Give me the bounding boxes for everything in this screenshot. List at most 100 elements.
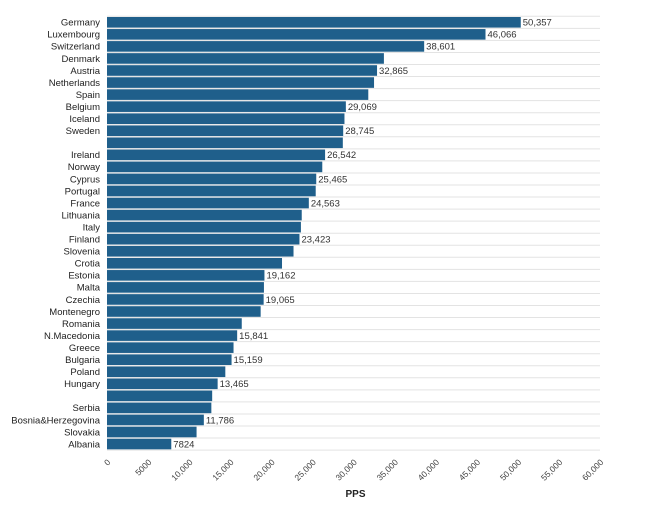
category-label: Romania <box>62 319 101 330</box>
bar <box>107 318 242 329</box>
bar <box>107 221 301 233</box>
x-tick-label: 20,000 <box>251 457 277 483</box>
x-tick-label: 55,000 <box>539 457 565 483</box>
data-label: 50,357 <box>523 18 552 29</box>
category-label: N.Macedonia <box>44 331 101 342</box>
x-tick-label: 25,000 <box>292 457 318 483</box>
bar <box>107 113 345 124</box>
bar <box>107 270 265 281</box>
data-label: 15,841 <box>239 331 268 342</box>
category-label: Finland <box>69 235 100 246</box>
data-label: 29,069 <box>348 102 377 113</box>
category-label: France <box>70 198 100 209</box>
bar <box>107 101 346 112</box>
data-label: 28,745 <box>345 126 374 137</box>
category-label: Spain <box>76 90 100 101</box>
category-label: Slovakia <box>64 427 101 438</box>
bar <box>107 77 375 88</box>
category-label: Ireland <box>71 150 100 161</box>
x-tick-label: 45,000 <box>457 457 483 483</box>
bar <box>107 137 343 149</box>
data-label: 25,465 <box>318 174 347 185</box>
data-label: 23,423 <box>301 235 330 246</box>
bar <box>107 378 218 390</box>
bar <box>107 125 344 137</box>
category-label: Czechia <box>66 295 101 306</box>
x-tick-label: 40,000 <box>416 457 442 483</box>
bar-series <box>107 17 521 450</box>
category-label: Estonia <box>68 271 100 282</box>
category-label: Sweden <box>66 126 100 137</box>
bar <box>107 173 317 185</box>
x-tick-label: 0 <box>102 457 113 468</box>
bar <box>107 282 264 293</box>
x-tick-label: 35,000 <box>375 457 401 483</box>
category-labels: GermanyLuxembourgSwitzerlandDenmarkAustr… <box>11 18 100 451</box>
category-label: Austria <box>70 66 100 77</box>
category-label: Crotia <box>75 259 101 270</box>
x-tick-label: 60,000 <box>580 457 606 483</box>
bar <box>107 330 238 341</box>
category-label: Hungary <box>64 379 100 390</box>
category-label: Malta <box>77 283 101 294</box>
data-label: 24,563 <box>311 198 340 209</box>
bar <box>107 245 294 257</box>
bar <box>107 161 323 173</box>
category-label: Italy <box>83 222 101 233</box>
data-label: 32,865 <box>379 66 408 77</box>
data-label: 38,601 <box>426 42 455 53</box>
category-label: Montenegro <box>49 307 100 318</box>
category-label: Netherlands <box>49 78 100 89</box>
bar <box>107 185 316 197</box>
category-label: Poland <box>70 367 100 378</box>
category-label: Germany <box>61 18 100 29</box>
category-label: Iceland <box>69 114 100 125</box>
bar <box>107 366 226 378</box>
bar <box>107 438 172 450</box>
category-label: Cyprus <box>70 174 100 185</box>
category-label: Portugal <box>65 186 100 197</box>
category-label: Lithuania <box>61 210 100 221</box>
bar <box>107 17 521 28</box>
data-label: 26,542 <box>327 150 356 161</box>
bar <box>107 306 261 317</box>
bar <box>107 197 309 209</box>
data-label: 7824 <box>173 439 194 450</box>
category-label: Denmark <box>61 54 100 65</box>
x-tick-label: 15,000 <box>210 457 236 483</box>
bar <box>107 402 212 414</box>
data-label: 13,465 <box>220 379 249 390</box>
data-labels: 50,357 46,066 38,601 32,865 29,069 28,745 26,5… <box>173 18 552 451</box>
category-label: Bulgaria <box>65 355 101 366</box>
category-label: Albania <box>68 439 100 450</box>
data-label: 11,786 <box>206 415 234 426</box>
category-label: Switzerland <box>51 42 100 53</box>
category-label: Luxembourg <box>47 30 100 41</box>
data-label: 46,066 <box>488 30 517 41</box>
bar <box>107 354 232 365</box>
bar <box>107 342 234 353</box>
category-label: Slovenia <box>64 247 101 258</box>
x-axis-title: PPS <box>345 489 365 500</box>
bar <box>107 294 264 305</box>
bar <box>107 233 300 245</box>
category-label: Greece <box>69 343 100 354</box>
grid-lines <box>107 15 600 451</box>
bar <box>107 65 378 76</box>
data-label: 15,159 <box>234 355 263 366</box>
x-tick-label: 50,000 <box>498 457 524 483</box>
x-tick-label: 10,000 <box>169 457 195 483</box>
category-label: Belgium <box>66 102 100 113</box>
data-label: 19,065 <box>266 295 295 306</box>
bar <box>107 209 302 221</box>
category-label: Bosnia&Herzegovina <box>11 415 100 426</box>
bar <box>107 258 283 269</box>
category-label: Norway <box>68 162 100 173</box>
bar <box>107 149 326 161</box>
bar <box>107 89 369 100</box>
category-label: Serbia <box>73 403 101 414</box>
bar <box>107 29 486 40</box>
x-axis-ticks: 0 5000 10,000 15,000 20,000 25,000 30,000 35,00… <box>102 457 606 483</box>
data-label: 19,162 <box>266 271 295 282</box>
